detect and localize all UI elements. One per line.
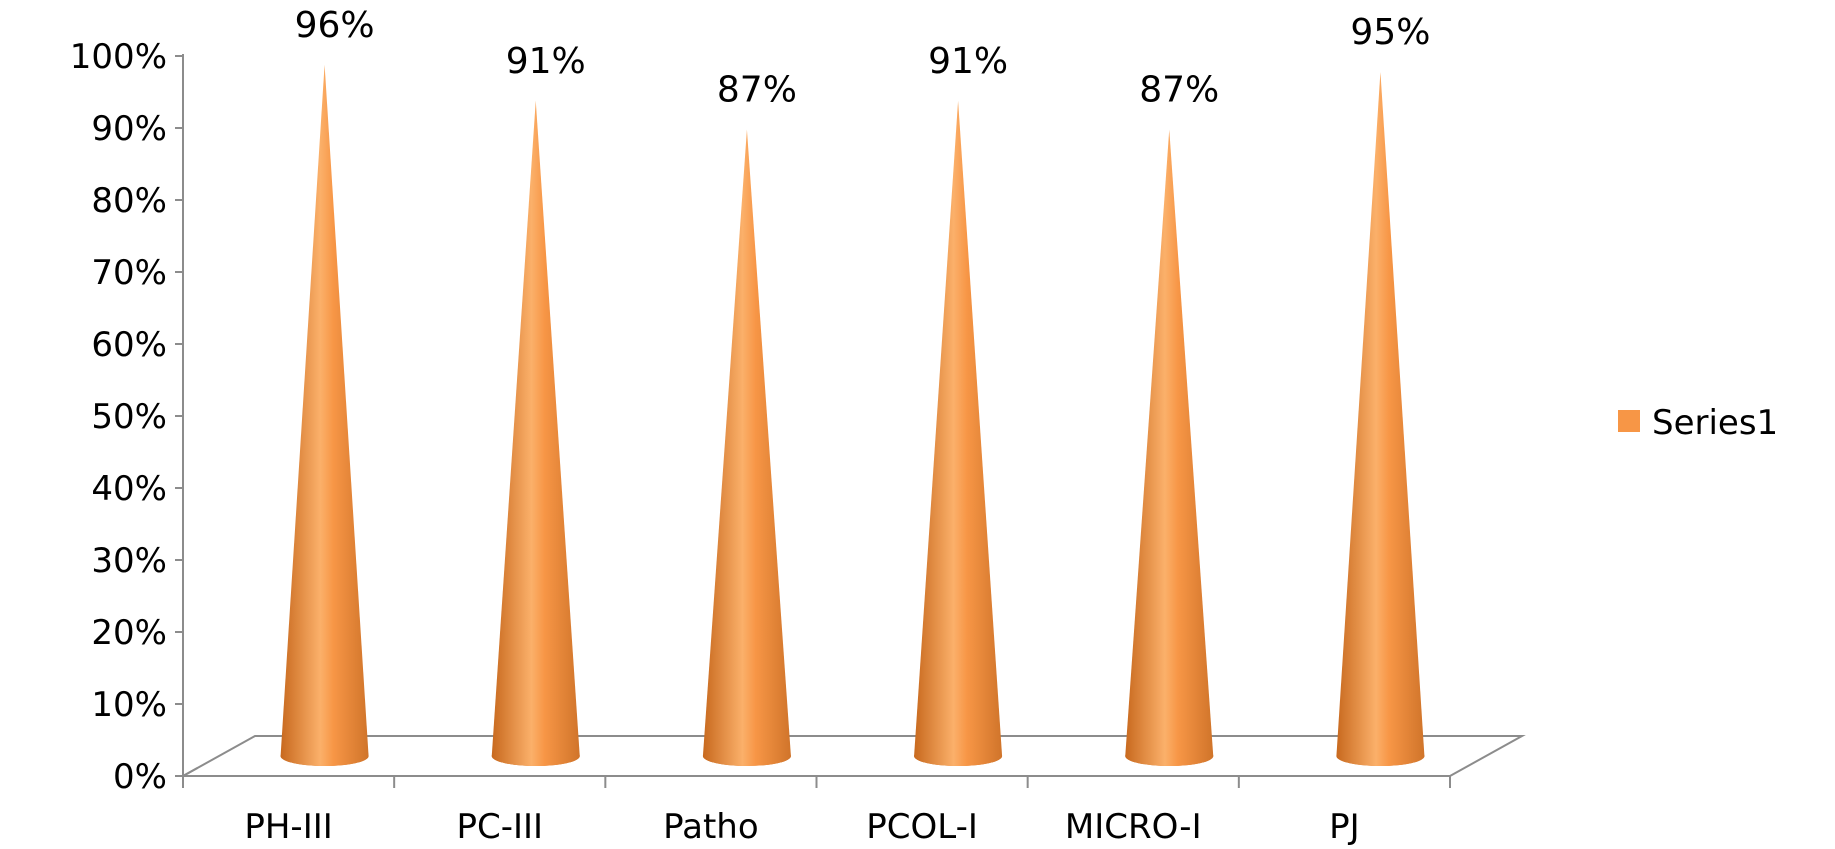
y-tick-label: 40% bbox=[91, 469, 167, 509]
y-tick-label: 80% bbox=[91, 181, 167, 221]
data-label: 96% bbox=[295, 5, 375, 46]
cone-body bbox=[702, 129, 791, 767]
y-tick-label: 0% bbox=[113, 757, 167, 797]
category-label: PH-III bbox=[244, 807, 332, 847]
cone-body bbox=[914, 100, 1003, 767]
y-tick-label: 70% bbox=[91, 253, 167, 293]
data-label: 95% bbox=[1350, 12, 1430, 53]
category-label: PCOL-I bbox=[866, 807, 978, 847]
cone-bar bbox=[1336, 72, 1425, 766]
category-labels: PH-III PC-III Patho PCOL-I MICRO-I PJ bbox=[182, 776, 1451, 847]
category-label: PC-III bbox=[456, 807, 543, 847]
y-tick-label: 60% bbox=[91, 325, 167, 365]
cone-bar bbox=[1125, 129, 1214, 767]
y-tick-label: 20% bbox=[91, 613, 167, 653]
y-tick-label: 10% bbox=[91, 685, 167, 725]
cone-bar bbox=[491, 100, 580, 767]
cone-body bbox=[1125, 129, 1214, 767]
y-tick-label: 100% bbox=[70, 37, 167, 77]
cone-bar bbox=[280, 64, 369, 766]
axes bbox=[179, 54, 1526, 777]
legend-swatch-series1 bbox=[1618, 410, 1640, 432]
floor-plane bbox=[179, 735, 1526, 777]
data-label: 87% bbox=[717, 70, 797, 111]
data-label: 91% bbox=[928, 41, 1008, 82]
legend-label-series1: Series1 bbox=[1652, 403, 1778, 443]
y-tick-label: 50% bbox=[91, 397, 167, 437]
legend: Series1 bbox=[1618, 403, 1778, 443]
data-label: 91% bbox=[506, 41, 586, 82]
cone-series bbox=[280, 64, 1425, 767]
cone-body bbox=[280, 64, 369, 766]
category-label: PJ bbox=[1329, 807, 1360, 847]
category-label: MICRO-I bbox=[1065, 807, 1202, 847]
y-axis-ticks: 0% 10% 20% 30% 40% 50% 60% 70% 80% 90% 100% bbox=[70, 37, 183, 797]
cone-body bbox=[1336, 72, 1425, 766]
cone-bar bbox=[702, 129, 791, 767]
data-labels: 96% 91% 87% 91% 87% 95% bbox=[295, 5, 1431, 111]
category-label: Patho bbox=[663, 807, 759, 847]
data-label: 87% bbox=[1139, 70, 1219, 111]
cone-bar bbox=[914, 100, 1003, 767]
y-tick-label: 90% bbox=[91, 109, 167, 149]
cone-body bbox=[491, 100, 580, 767]
y-tick-label: 30% bbox=[91, 541, 167, 581]
